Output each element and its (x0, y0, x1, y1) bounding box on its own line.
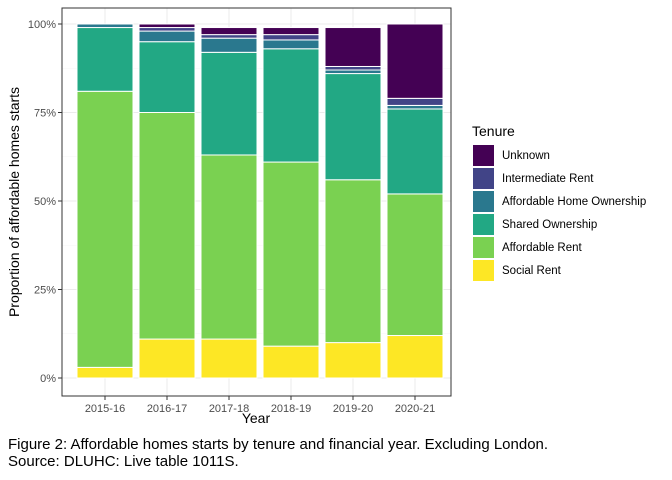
bar-segment-shared-ownership (138, 41, 196, 114)
bars (76, 23, 444, 379)
legend-label: Shared Ownership (502, 219, 597, 231)
bar-segment-affordable-home-ownership (262, 39, 320, 50)
bar-segment-shared-ownership (386, 108, 444, 195)
bar-segment-unknown (200, 27, 258, 36)
x-axis-title: Year (242, 410, 271, 426)
bar-segment-affordable-rent (262, 161, 320, 347)
legend-swatch (473, 191, 494, 212)
bar-segment-intermediate-rent (386, 97, 444, 106)
bar-segment-affordable-home-ownership (200, 37, 258, 53)
legend-title: Tenure (472, 123, 515, 139)
bar-segment-social-rent (324, 342, 382, 379)
y-tick-label: 50% (34, 196, 56, 208)
legend-item-affordable-home-ownership: Affordable Home Ownership (473, 191, 646, 212)
x-tick-label: 2020-21 (395, 403, 435, 415)
x-tick-label: 2016-17 (147, 403, 187, 415)
bar-segment-shared-ownership (200, 51, 258, 156)
bar-segment-affordable-home-ownership (138, 30, 196, 43)
bar-stack-2018-19 (262, 27, 320, 379)
legend-swatch (473, 237, 494, 258)
legend-label: Affordable Home Ownership (502, 196, 646, 208)
bar-segment-affordable-rent (200, 154, 258, 340)
bar-segment-affordable-rent (386, 193, 444, 337)
legend-swatch (473, 260, 494, 281)
bar-stack-2017-18 (200, 27, 258, 379)
bar-segment-social-rent (262, 345, 320, 379)
x-tick-label: 2019-20 (333, 403, 373, 415)
y-tick-label: 25% (34, 285, 56, 297)
legend-item-shared-ownership: Shared Ownership (473, 214, 597, 235)
caption-line-1: Figure 2: Affordable homes starts by ten… (8, 436, 549, 453)
legend-item-unknown: Unknown (473, 145, 550, 166)
bar-segment-unknown (386, 23, 444, 99)
bar-segment-social-rent (386, 335, 444, 379)
bar-segment-affordable-home-ownership (386, 104, 444, 110)
x-axis: 2015-16 2016-17 2017-18 2018-19 2019-20 2020-… (85, 396, 435, 415)
y-axis-title: Proportion of affordable homes starts (6, 87, 22, 317)
legend-label: Affordable Rent (502, 242, 583, 254)
bar-segment-affordable-home-ownership (76, 23, 134, 29)
figure-caption: Figure 2: Affordable homes starts by ten… (8, 436, 548, 470)
bar-segment-intermediate-rent (200, 34, 258, 39)
bar-segment-unknown (262, 27, 320, 36)
x-tick-label: 2017-18 (209, 403, 249, 415)
bar-segment-affordable-rent (76, 90, 134, 368)
y-tick-label: 75% (34, 108, 56, 120)
x-tick-label: 2018-19 (271, 403, 311, 415)
bar-stack-2020-21 (386, 23, 444, 379)
bar-segment-intermediate-rent (138, 27, 196, 32)
panel-border (61, 7, 452, 397)
legend-label: Unknown (502, 150, 550, 162)
y-axis: 0% 25% 50% 75% 100% (28, 19, 62, 385)
stacked-bar-chart: 0%25%50%75%100% 2015-16 2016-17 2017-18 201… (6, 7, 646, 426)
bar-segment-social-rent (200, 338, 258, 379)
legend-swatch (473, 168, 494, 189)
bar-segment-intermediate-rent (262, 34, 320, 41)
bar-segment-social-rent (138, 338, 196, 379)
bar-segment-intermediate-rent (324, 65, 382, 71)
bar-segment-affordable-home-ownership (324, 69, 382, 75)
legend-swatch (473, 214, 494, 235)
bar-segment-shared-ownership (76, 27, 134, 92)
bar-stack-2015-16 (76, 23, 134, 379)
bar-segment-shared-ownership (262, 48, 320, 163)
legend-item-social-rent: Social Rent (473, 260, 562, 281)
y-tick-label: 100% (28, 19, 56, 31)
bar-segment-social-rent (76, 366, 134, 379)
bar-stack-2016-17 (138, 23, 196, 379)
x-tick-label: 2015-16 (85, 403, 125, 415)
bar-segment-unknown (138, 23, 196, 29)
legend-item-affordable-rent: Affordable Rent (473, 237, 583, 258)
legend-label: Intermediate Rent (502, 173, 594, 185)
bar-segment-affordable-rent (324, 179, 382, 344)
legend-item-intermediate-rent: Intermediate Rent (473, 168, 594, 189)
legend-swatch (473, 145, 494, 166)
bar-segment-unknown (324, 27, 382, 67)
legend: Tenure Unknown Intermediate Rent Affordabl… (472, 123, 646, 281)
caption-line-2: Source: DLUHC: Live table 1011S. (8, 453, 239, 470)
bar-stack-2019-20 (324, 27, 382, 379)
bar-segment-affordable-rent (138, 112, 196, 340)
y-tick-label: 0% (40, 373, 56, 385)
bar-segment-shared-ownership (324, 73, 382, 181)
legend-label: Social Rent (502, 265, 562, 277)
